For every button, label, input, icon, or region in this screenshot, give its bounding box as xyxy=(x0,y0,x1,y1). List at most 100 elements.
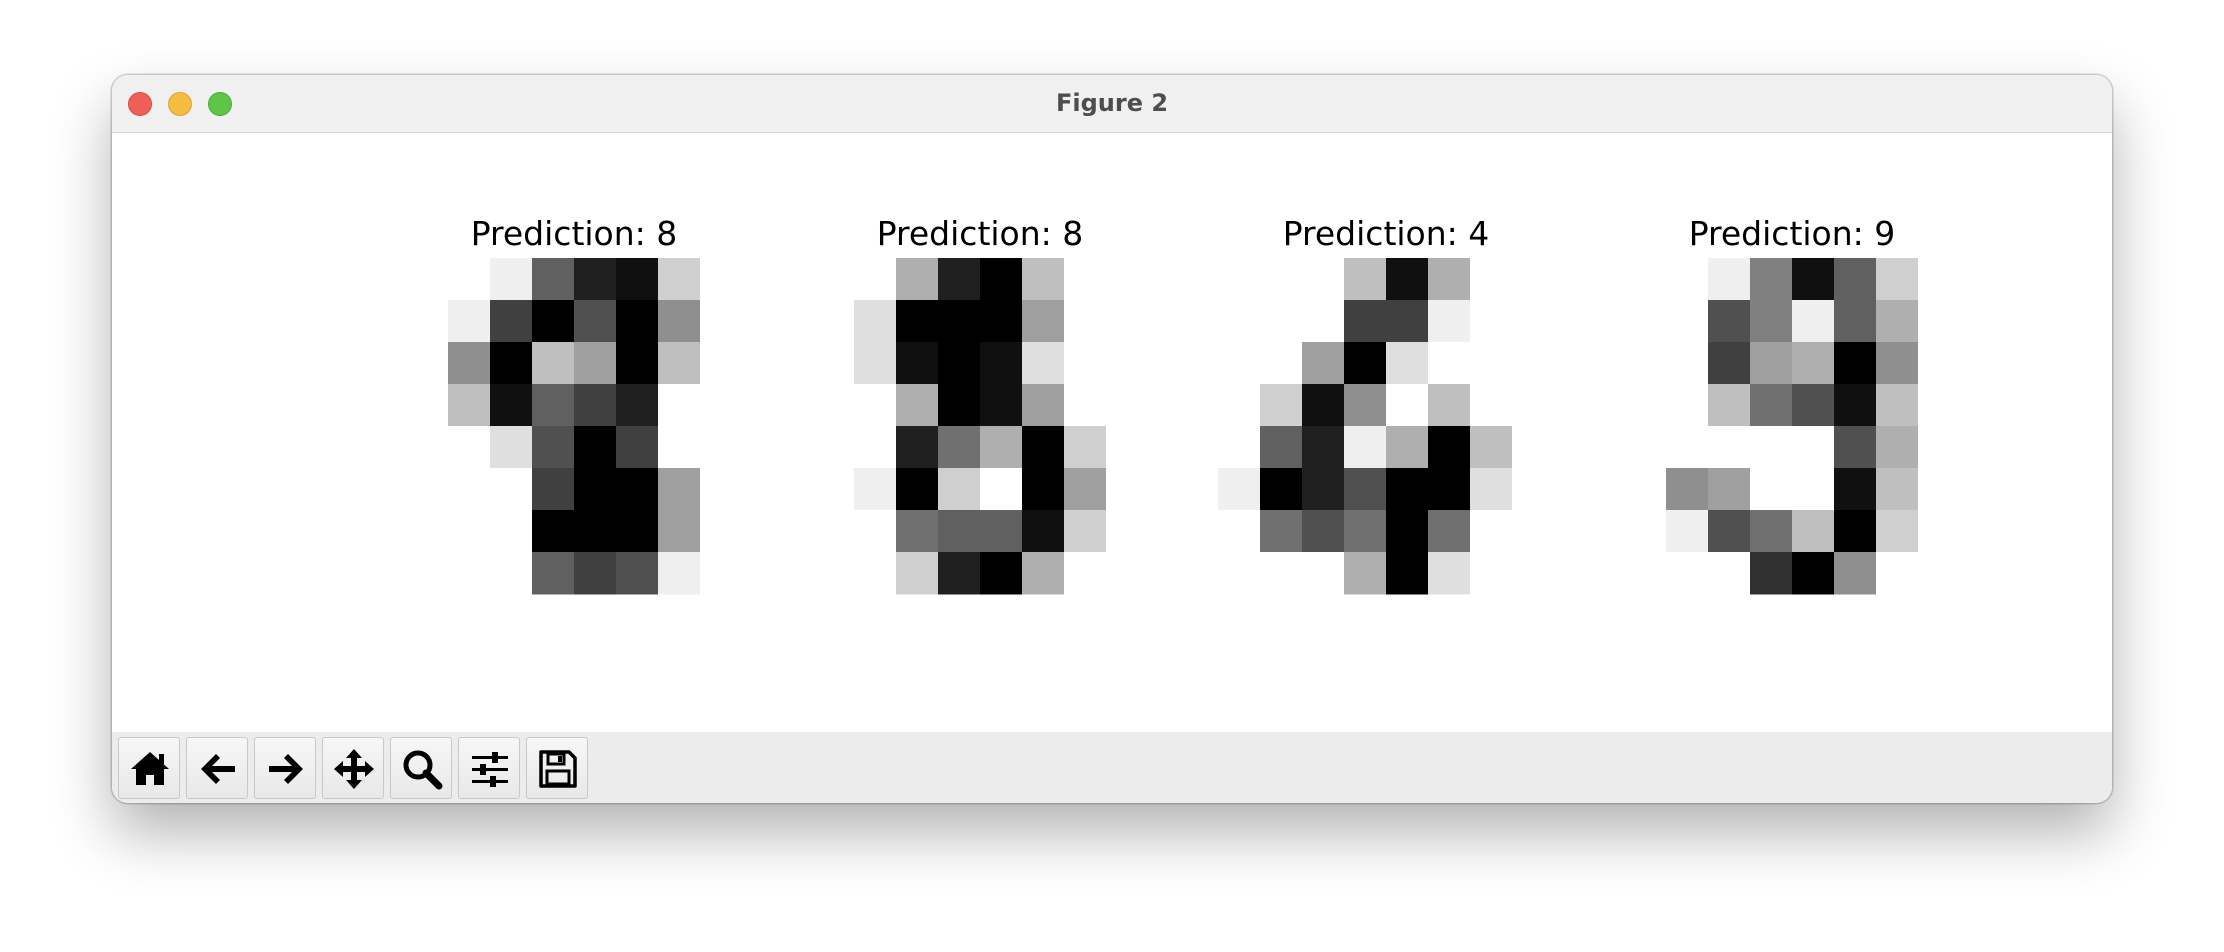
pixel-cell xyxy=(1428,384,1471,427)
pixel-cell xyxy=(1834,468,1877,511)
pixel-cell xyxy=(448,426,491,469)
back-button[interactable] xyxy=(186,737,248,799)
pixel-cell xyxy=(1064,468,1107,511)
pixel-cell xyxy=(1512,468,1555,511)
pixel-cell xyxy=(1386,258,1429,301)
pixel-cell xyxy=(532,258,575,301)
pixel-cell xyxy=(1302,510,1345,553)
pixel-cell xyxy=(1344,426,1387,469)
minimize-window-button[interactable] xyxy=(168,92,192,116)
pixel-cell xyxy=(938,258,981,301)
pixel-cell xyxy=(854,300,897,343)
pixel-cell xyxy=(658,426,701,469)
pixel-cell xyxy=(1876,258,1919,301)
zoom-button[interactable] xyxy=(390,737,452,799)
pixel-cell xyxy=(700,468,743,511)
save-button[interactable] xyxy=(526,737,588,799)
pixel-cell xyxy=(812,300,855,343)
pixel-cell xyxy=(1302,552,1345,595)
home-button[interactable] xyxy=(118,737,180,799)
magnifier-icon xyxy=(403,750,443,790)
pixel-cell xyxy=(490,258,533,301)
figure-canvas[interactable]: Prediction: 8 Prediction: 8 Prediction: 4 P… xyxy=(112,133,2112,732)
pixel-cell xyxy=(1708,384,1751,427)
home-icon xyxy=(131,752,169,785)
pan-button[interactable] xyxy=(322,737,384,799)
pixel-cell xyxy=(854,342,897,385)
pixel-cell xyxy=(1876,300,1919,343)
pixel-cell xyxy=(1708,342,1751,385)
pixel-cell xyxy=(616,426,659,469)
pixel-cell xyxy=(980,426,1023,469)
pixel-cell xyxy=(896,258,939,301)
title-bar[interactable]: Figure 2 xyxy=(112,75,2112,133)
pixel-cell xyxy=(406,552,449,595)
pixel-cell xyxy=(448,468,491,511)
pixel-cell xyxy=(448,552,491,595)
pixel-cell xyxy=(1064,384,1107,427)
pixel-cell xyxy=(1470,510,1513,553)
pixel-cell xyxy=(896,552,939,595)
pixel-cell xyxy=(1666,426,1709,469)
pixel-cell xyxy=(896,468,939,511)
pixel-cell xyxy=(812,426,855,469)
pixel-cell xyxy=(1428,426,1471,469)
pixel-cell xyxy=(1106,384,1149,427)
pixel-cell xyxy=(1064,300,1107,343)
pixel-cell xyxy=(1386,384,1429,427)
pixel-cell xyxy=(1218,426,1261,469)
pixel-cell xyxy=(1106,426,1149,469)
pixel-cell xyxy=(1834,426,1877,469)
pixel-cell xyxy=(490,426,533,469)
pixel-cell xyxy=(1624,258,1667,301)
pixel-cell xyxy=(1624,552,1667,595)
pixel-cell xyxy=(1834,552,1877,595)
pixel-cell xyxy=(448,384,491,427)
pixel-cell xyxy=(1428,258,1471,301)
pixel-cell xyxy=(1428,468,1471,511)
pixel-cell xyxy=(1918,468,1961,511)
floppy-disk-icon xyxy=(539,750,577,788)
pixel-cell xyxy=(1022,258,1065,301)
pixel-cell xyxy=(1106,468,1149,511)
pixel-cell xyxy=(1106,342,1149,385)
pixel-cell xyxy=(1750,468,1793,511)
pixel-cell xyxy=(406,468,449,511)
pixel-cell xyxy=(938,384,981,427)
pixel-cell xyxy=(1386,510,1429,553)
pixel-cell xyxy=(1512,258,1555,301)
pixel-cell xyxy=(532,384,575,427)
pixel-cell xyxy=(616,552,659,595)
maximize-window-button[interactable] xyxy=(208,92,232,116)
pixel-cell xyxy=(1624,468,1667,511)
pixel-cell xyxy=(1428,342,1471,385)
pixel-cell xyxy=(980,552,1023,595)
pixel-cell xyxy=(1302,468,1345,511)
pixel-cell xyxy=(1918,342,1961,385)
pixel-cell xyxy=(406,300,449,343)
configure-subplots-button[interactable] xyxy=(458,737,520,799)
pixel-cell xyxy=(616,510,659,553)
close-window-button[interactable] xyxy=(128,92,152,116)
pixel-cell xyxy=(658,342,701,385)
pixel-cell xyxy=(854,258,897,301)
pixel-cell xyxy=(980,300,1023,343)
pixel-cell xyxy=(658,258,701,301)
pixel-cell xyxy=(1022,342,1065,385)
pixel-cell xyxy=(1302,342,1345,385)
figure-svg: Prediction: 8 Prediction: 8 Prediction: 4 P… xyxy=(406,214,1961,595)
pixel-cell xyxy=(574,426,617,469)
pixel-cell xyxy=(938,342,981,385)
pixel-cell xyxy=(1708,510,1751,553)
pixel-cell xyxy=(1260,300,1303,343)
forward-button[interactable] xyxy=(254,737,316,799)
pixel-cell xyxy=(1512,342,1555,385)
digit-subplot: Prediction: 8 xyxy=(406,214,743,595)
pixel-cell xyxy=(574,342,617,385)
pixel-cell xyxy=(616,300,659,343)
pixel-cell xyxy=(812,384,855,427)
pixel-cell xyxy=(854,384,897,427)
pixel-cell xyxy=(1918,300,1961,343)
pixel-cell xyxy=(448,510,491,553)
pixel-cell xyxy=(1666,342,1709,385)
